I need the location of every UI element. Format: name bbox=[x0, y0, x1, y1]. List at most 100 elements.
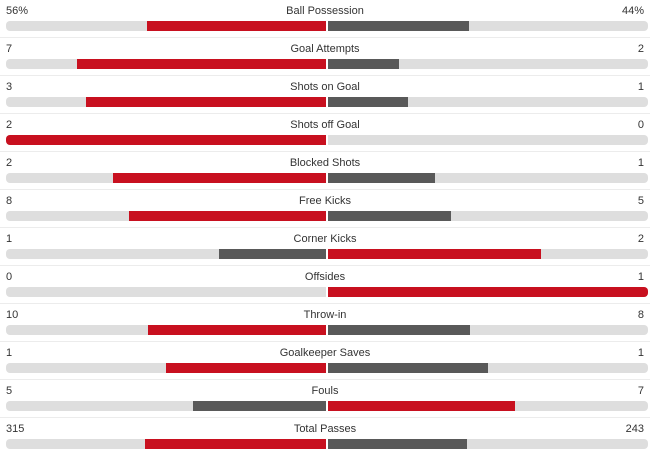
away-value: 0 bbox=[637, 119, 644, 131]
away-bar-fill bbox=[328, 211, 452, 221]
row-divider bbox=[0, 151, 650, 152]
stat-row-corner-kicks: 1 Corner Kicks 2 bbox=[0, 228, 650, 266]
stat-label: Offsides bbox=[304, 271, 346, 283]
stat-row-offsides: 0 Offsides 1 bbox=[0, 266, 650, 304]
home-bar-fill bbox=[166, 363, 326, 373]
row-divider bbox=[0, 303, 650, 304]
away-value: 44% bbox=[621, 5, 644, 17]
home-bar-track bbox=[6, 21, 326, 31]
row-divider bbox=[0, 113, 650, 114]
home-bar-track bbox=[6, 325, 326, 335]
home-bar-fill bbox=[148, 325, 326, 335]
stat-label: Shots on Goal bbox=[290, 81, 360, 93]
home-value: 2 bbox=[6, 119, 13, 131]
stat-row-ball-possession: 56% Ball Possession 44% bbox=[0, 0, 650, 38]
stat-label: Fouls bbox=[311, 385, 339, 397]
home-value: 1 bbox=[6, 347, 13, 359]
home-value: 1 bbox=[6, 233, 13, 245]
home-value: 10 bbox=[6, 309, 19, 321]
stat-row-goal-attempts: 7 Goal Attempts 2 bbox=[0, 38, 650, 76]
home-bar-track bbox=[6, 211, 326, 221]
home-bar-fill bbox=[146, 21, 326, 31]
away-bar-track bbox=[328, 21, 648, 31]
away-bar-fill bbox=[328, 59, 400, 69]
home-value: 2 bbox=[6, 157, 13, 169]
stat-row-free-kicks: 8 Free Kicks 5 bbox=[0, 190, 650, 228]
home-bar-track bbox=[6, 401, 326, 411]
row-divider bbox=[0, 189, 650, 190]
away-value: 1 bbox=[637, 157, 644, 169]
away-value: 1 bbox=[637, 271, 644, 283]
home-bar-track bbox=[6, 97, 326, 107]
away-bar-fill bbox=[328, 173, 435, 183]
away-bar-fill bbox=[328, 325, 471, 335]
home-bar-fill bbox=[6, 135, 326, 145]
home-value: 315 bbox=[6, 423, 25, 435]
away-bar-track bbox=[328, 325, 648, 335]
away-value: 1 bbox=[637, 347, 644, 359]
away-bar-track bbox=[328, 249, 648, 259]
home-value: 5 bbox=[6, 385, 13, 397]
stat-label: Goalkeeper Saves bbox=[279, 347, 371, 359]
stat-label: Throw-in bbox=[303, 309, 347, 321]
stat-row-blocked-shots: 2 Blocked Shots 1 bbox=[0, 152, 650, 190]
away-value: 5 bbox=[637, 195, 644, 207]
row-divider bbox=[0, 379, 650, 380]
home-bar-track bbox=[6, 135, 326, 145]
away-bar-track bbox=[328, 287, 648, 297]
away-bar-track bbox=[328, 211, 648, 221]
home-bar-track bbox=[6, 173, 326, 183]
home-value: 3 bbox=[6, 81, 13, 93]
away-bar-track bbox=[328, 401, 648, 411]
away-bar-track bbox=[328, 363, 648, 373]
away-value: 2 bbox=[637, 233, 644, 245]
away-bar-track bbox=[328, 97, 648, 107]
home-bar-track bbox=[6, 439, 326, 449]
away-bar-fill bbox=[328, 21, 469, 31]
row-divider bbox=[0, 265, 650, 266]
stat-label: Goal Attempts bbox=[290, 43, 360, 55]
stat-label: Ball Possession bbox=[286, 5, 364, 17]
home-bar-fill bbox=[219, 249, 326, 259]
stat-row-shots-on-goal: 3 Shots on Goal 1 bbox=[0, 76, 650, 114]
home-bar-track bbox=[6, 249, 326, 259]
stat-label: Free Kicks bbox=[299, 195, 351, 207]
home-bar-fill bbox=[145, 439, 326, 449]
away-value: 8 bbox=[637, 309, 644, 321]
away-bar-fill bbox=[328, 401, 515, 411]
row-divider bbox=[0, 37, 650, 38]
stat-row-total-passes: 315 Total Passes 243 bbox=[0, 418, 650, 456]
away-bar-track bbox=[328, 135, 648, 145]
home-bar-fill bbox=[86, 97, 326, 107]
away-value: 243 bbox=[625, 423, 644, 435]
stat-row-goalkeeper-saves: 1 Goalkeeper Saves 1 bbox=[0, 342, 650, 380]
away-bar-fill bbox=[328, 439, 468, 449]
home-value: 8 bbox=[6, 195, 13, 207]
away-value: 1 bbox=[637, 81, 644, 93]
away-bar-fill bbox=[328, 97, 408, 107]
home-bar-track bbox=[6, 59, 326, 69]
away-bar-fill bbox=[328, 249, 542, 259]
home-value: 0 bbox=[6, 271, 13, 283]
home-bar-fill bbox=[129, 211, 326, 221]
stat-row-throw-in: 10 Throw-in 8 bbox=[0, 304, 650, 342]
row-divider bbox=[0, 227, 650, 228]
stat-label: Total Passes bbox=[293, 423, 357, 435]
home-value: 7 bbox=[6, 43, 13, 55]
away-bar-fill bbox=[328, 287, 648, 297]
away-bar-track bbox=[328, 439, 648, 449]
home-bar-track bbox=[6, 287, 326, 297]
row-divider bbox=[0, 75, 650, 76]
row-divider bbox=[0, 417, 650, 418]
stat-label: Shots off Goal bbox=[290, 119, 360, 131]
away-value: 2 bbox=[637, 43, 644, 55]
home-bar-fill bbox=[112, 173, 326, 183]
away-value: 7 bbox=[637, 385, 644, 397]
away-bar-track bbox=[328, 59, 648, 69]
stat-row-fouls: 5 Fouls 7 bbox=[0, 380, 650, 418]
away-bar-track bbox=[328, 173, 648, 183]
stat-row-shots-off-goal: 2 Shots off Goal 0 bbox=[0, 114, 650, 152]
home-bar-fill bbox=[192, 401, 326, 411]
stat-label: Corner Kicks bbox=[293, 233, 357, 245]
